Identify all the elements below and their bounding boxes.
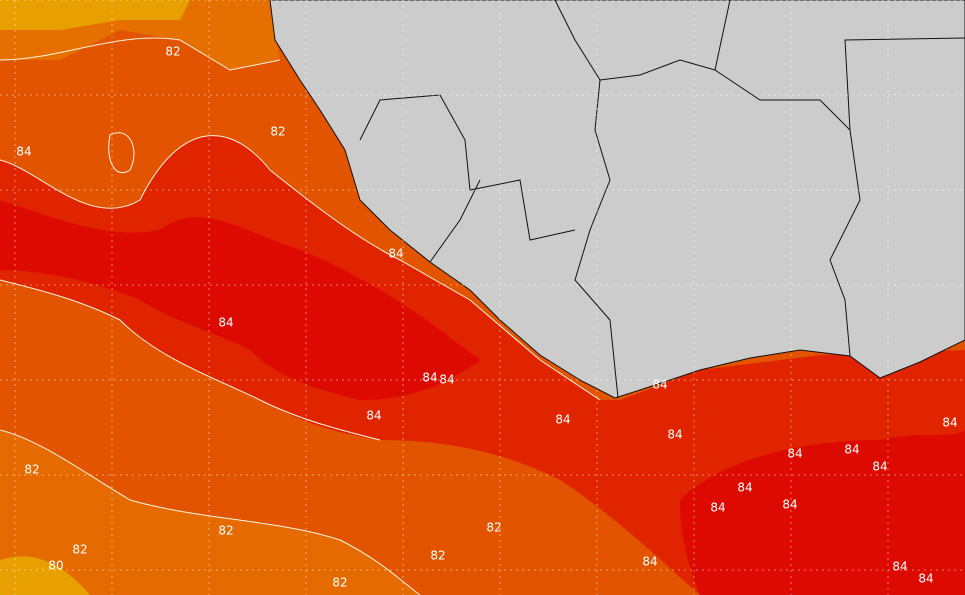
contour-line [108, 132, 135, 173]
contour-label: 82 [165, 45, 180, 59]
contour-label: 84 [439, 373, 454, 387]
country-border [714, 69, 861, 357]
cool-band [0, 0, 190, 30]
contour-label: 84 [555, 413, 570, 427]
contour-line [0, 135, 601, 401]
contour-label: 82 [332, 576, 347, 590]
contour-label: 84 [892, 560, 907, 574]
contour-line [0, 429, 421, 595]
contour-label: 84 [366, 409, 381, 423]
country-border [554, 0, 619, 399]
contour-label: 84 [218, 316, 233, 330]
contour-label: 84 [710, 501, 725, 515]
contour-label: 84 [667, 428, 682, 442]
cool-band [0, 556, 90, 595]
contour-line [0, 37, 281, 71]
contour-label: 82 [486, 521, 501, 535]
country-border [844, 37, 965, 131]
contour-label: 84 [388, 247, 403, 261]
country-border [359, 94, 576, 241]
contour-label: 84 [942, 416, 957, 430]
contour-label: 84 [642, 555, 657, 569]
hottest-band [680, 430, 965, 595]
contour-label: 82 [430, 549, 445, 563]
contour-label: 84 [787, 447, 802, 461]
contour-label: 84 [872, 460, 887, 474]
contour-label: 84 [844, 443, 859, 457]
contour-label: 82 [218, 524, 233, 538]
contour-label: 84 [918, 572, 933, 586]
contour-line [0, 279, 381, 441]
contour-label: 84 [782, 498, 797, 512]
country-border [599, 0, 731, 81]
contour-label: 82 [72, 543, 87, 557]
contour-label: 80 [48, 559, 63, 573]
contour-label: 84 [16, 145, 31, 159]
warm-band [0, 430, 420, 595]
hottest-band [0, 200, 480, 400]
contour-label: 82 [270, 125, 285, 139]
contour-label: 84 [737, 481, 752, 495]
contour-label: 84 [422, 371, 437, 385]
contour-label: 82 [24, 463, 39, 477]
country-border [429, 179, 481, 263]
contour-label: 84 [652, 378, 667, 392]
